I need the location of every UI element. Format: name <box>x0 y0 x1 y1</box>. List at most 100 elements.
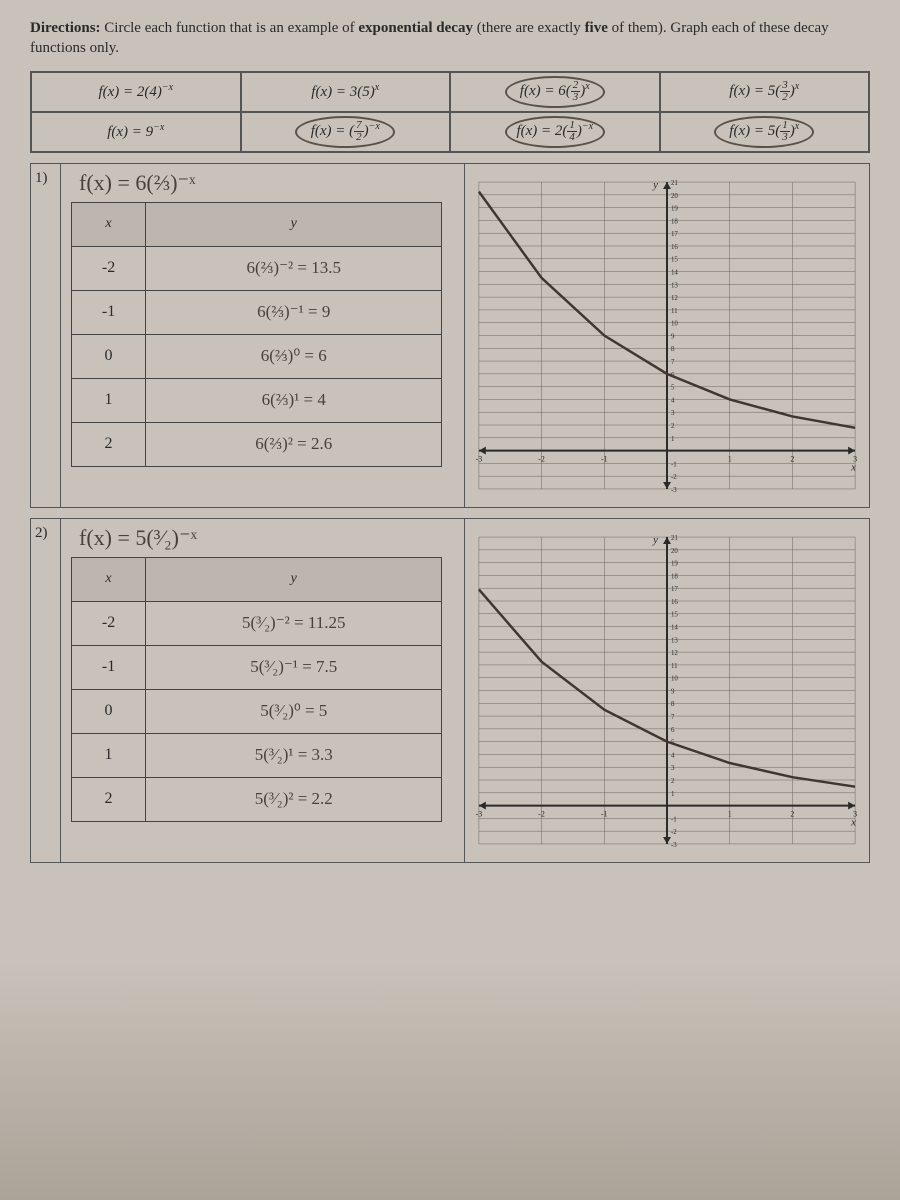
svg-text:-1: -1 <box>601 454 608 463</box>
y-cell: 6(⅔)² = 2.6 <box>146 422 442 466</box>
directions-label: Directions: <box>30 20 101 36</box>
y-cell: 6(⅔)⁻² = 13.5 <box>146 246 442 290</box>
function-cell: f(x) = 5(32)x <box>660 72 870 112</box>
x-cell: -1 <box>72 290 146 334</box>
svg-text:16: 16 <box>671 598 678 605</box>
table-row: 26(⅔)² = 2.6 <box>72 422 442 466</box>
svg-text:18: 18 <box>671 573 678 580</box>
functions-grid: f(x) = 2(4)−xf(x) = 3(5)xf(x) = 6(23)xf(… <box>30 71 870 153</box>
x-header: x <box>72 202 146 246</box>
svg-text:4: 4 <box>671 397 675 404</box>
graph-area: -3-2-11231234567891011121314151617181920… <box>465 164 869 507</box>
problem-block: 2) f(x) = 5(³⁄₂)⁻ˣ xy -25(³⁄₂)⁻² = 11.25… <box>30 518 870 863</box>
svg-text:11: 11 <box>671 662 678 669</box>
svg-text:11: 11 <box>671 307 678 314</box>
svg-text:5: 5 <box>671 384 675 391</box>
handwritten-function: f(x) = 6(⅔)⁻ˣ <box>79 170 454 196</box>
svg-text:21: 21 <box>671 535 678 542</box>
graph-area: -3-2-11231234567891011121314151617181920… <box>465 519 869 862</box>
svg-text:8: 8 <box>671 701 675 708</box>
table-row: -26(⅔)⁻² = 13.5 <box>72 246 442 290</box>
problem-number: 1) <box>31 164 61 507</box>
function-cell: f(x) = 2(4)−x <box>31 72 241 112</box>
y-cell: 5(³⁄₂)⁻¹ = 7.5 <box>146 645 442 689</box>
table-row: 15(³⁄₂)¹ = 3.3 <box>72 733 442 777</box>
svg-text:-1: -1 <box>601 809 608 818</box>
y-cell: 6(⅔)⁻¹ = 9 <box>146 290 442 334</box>
svg-text:-1: -1 <box>671 461 677 468</box>
svg-text:9: 9 <box>671 688 675 695</box>
svg-text:y: y <box>652 533 658 545</box>
x-cell: 0 <box>72 689 146 733</box>
svg-text:19: 19 <box>671 560 678 567</box>
svg-text:2: 2 <box>671 777 675 784</box>
svg-text:y: y <box>652 178 658 190</box>
svg-text:2: 2 <box>790 454 794 463</box>
y-cell: 5(³⁄₂)⁻² = 11.25 <box>146 601 442 645</box>
problem-number: 2) <box>31 519 61 862</box>
chart-grid: -3-2-11231234567891011121314151617181920… <box>469 168 865 503</box>
x-cell: -2 <box>72 246 146 290</box>
svg-text:12: 12 <box>671 650 678 657</box>
svg-text:3: 3 <box>671 410 675 417</box>
svg-text:6: 6 <box>671 726 675 733</box>
table-row: 06(⅔)⁰ = 6 <box>72 334 442 378</box>
svg-text:14: 14 <box>671 624 678 631</box>
x-cell: -1 <box>72 645 146 689</box>
svg-text:x: x <box>850 461 856 473</box>
y-header: y <box>146 202 442 246</box>
y-cell: 5(³⁄₂)¹ = 3.3 <box>146 733 442 777</box>
svg-text:3: 3 <box>671 765 675 772</box>
x-cell: 0 <box>72 334 146 378</box>
table-row: 16(⅔)¹ = 4 <box>72 378 442 422</box>
svg-text:1: 1 <box>728 809 732 818</box>
function-cell: f(x) = 6(23)x <box>450 72 660 112</box>
svg-text:13: 13 <box>671 282 678 289</box>
svg-text:x: x <box>850 816 856 828</box>
svg-text:17: 17 <box>671 586 678 593</box>
xy-table: xy -26(⅔)⁻² = 13.5-16(⅔)⁻¹ = 906(⅔)⁰ = 6… <box>71 202 442 467</box>
table-row: 25(³⁄₂)² = 2.2 <box>72 777 442 821</box>
table-row: -25(³⁄₂)⁻² = 11.25 <box>72 601 442 645</box>
svg-text:-3: -3 <box>671 841 677 848</box>
svg-text:15: 15 <box>671 611 678 618</box>
function-cell: f(x) = 2(14)−x <box>450 112 660 152</box>
svg-text:1: 1 <box>728 454 732 463</box>
svg-text:16: 16 <box>671 243 678 250</box>
handwritten-function: f(x) = 5(³⁄₂)⁻ˣ <box>79 525 454 551</box>
svg-text:7: 7 <box>671 359 675 366</box>
y-cell: 5(³⁄₂)² = 2.2 <box>146 777 442 821</box>
chart-grid: -3-2-11231234567891011121314151617181920… <box>469 523 865 858</box>
svg-text:-3: -3 <box>476 809 483 818</box>
svg-text:1: 1 <box>671 790 675 797</box>
svg-text:10: 10 <box>671 675 678 682</box>
svg-text:8: 8 <box>671 346 675 353</box>
function-cell: f(x) = 5(13)x <box>660 112 870 152</box>
svg-text:12: 12 <box>671 295 678 302</box>
x-cell: -2 <box>72 601 146 645</box>
svg-text:20: 20 <box>671 192 678 199</box>
svg-text:17: 17 <box>671 231 678 238</box>
x-header: x <box>72 557 146 601</box>
x-cell: 1 <box>72 733 146 777</box>
svg-text:-1: -1 <box>671 816 677 823</box>
svg-text:-2: -2 <box>538 454 545 463</box>
directions-text: Directions: Circle each function that is… <box>30 18 870 59</box>
problem-block: 1) f(x) = 6(⅔)⁻ˣ xy -26(⅔)⁻² = 13.5-16(⅔… <box>30 163 870 508</box>
svg-text:-2: -2 <box>671 829 677 836</box>
xy-table-area: f(x) = 6(⅔)⁻ˣ xy -26(⅔)⁻² = 13.5-16(⅔)⁻¹… <box>61 164 465 507</box>
svg-text:2: 2 <box>790 809 794 818</box>
svg-text:-2: -2 <box>671 474 677 481</box>
svg-text:21: 21 <box>671 180 678 187</box>
y-cell: 6(⅔)¹ = 4 <box>146 378 442 422</box>
svg-text:13: 13 <box>671 637 678 644</box>
svg-text:19: 19 <box>671 205 678 212</box>
svg-text:-2: -2 <box>538 809 545 818</box>
svg-text:9: 9 <box>671 333 675 340</box>
x-cell: 2 <box>72 422 146 466</box>
function-cell: f(x) = (72)−x <box>241 112 451 152</box>
svg-text:18: 18 <box>671 218 678 225</box>
svg-text:-3: -3 <box>671 486 677 493</box>
table-row: -15(³⁄₂)⁻¹ = 7.5 <box>72 645 442 689</box>
xy-table-area: f(x) = 5(³⁄₂)⁻ˣ xy -25(³⁄₂)⁻² = 11.25-15… <box>61 519 465 862</box>
